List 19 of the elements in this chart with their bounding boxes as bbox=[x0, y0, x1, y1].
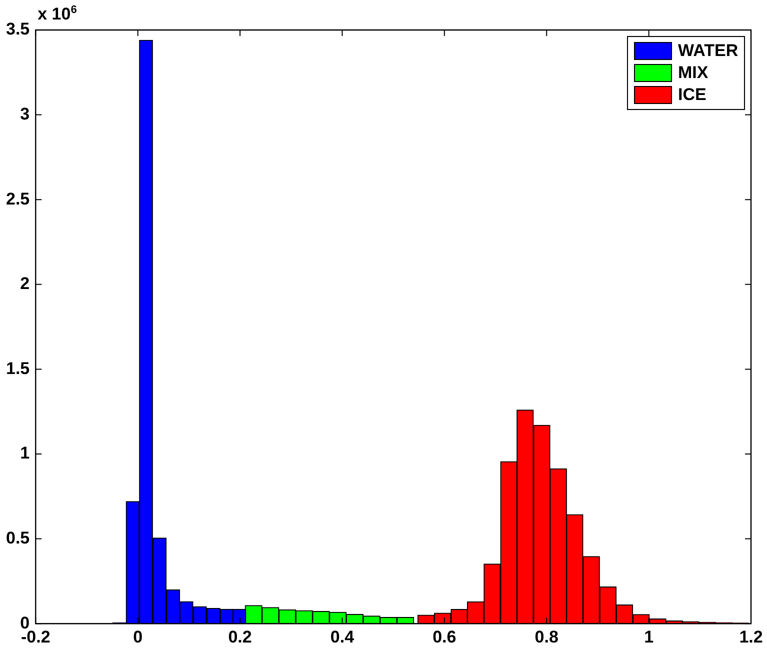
y-tick-label: 0.5 bbox=[6, 528, 30, 548]
x-tick-label: 0.6 bbox=[432, 627, 456, 646]
legend-label: MIX bbox=[678, 63, 708, 83]
y-tick-label: 1 bbox=[20, 444, 30, 463]
y-tick-label: 2.5 bbox=[6, 189, 30, 208]
text: x 10$^{6}$ bbox=[38, 4, 77, 25]
x-tick-label: 0.4 bbox=[330, 627, 355, 646]
y-tick-label: 0 bbox=[20, 613, 30, 632]
legend-label: ICE bbox=[678, 85, 706, 105]
y-tick-label: 1.5 bbox=[6, 358, 30, 378]
x-tick-label: 0.2 bbox=[228, 627, 252, 646]
x-tick-label: 0 bbox=[133, 627, 143, 646]
y-tick-label: 2 bbox=[20, 274, 30, 294]
x-tick-label: 0.8 bbox=[534, 627, 558, 646]
x-tick-label: 1.2 bbox=[739, 627, 763, 646]
x-tick-label: 1 bbox=[644, 627, 654, 646]
y-tick-label: 3.5 bbox=[6, 20, 30, 39]
legend-label: WATER bbox=[678, 41, 738, 61]
y-tick-label: 3 bbox=[20, 104, 30, 124]
